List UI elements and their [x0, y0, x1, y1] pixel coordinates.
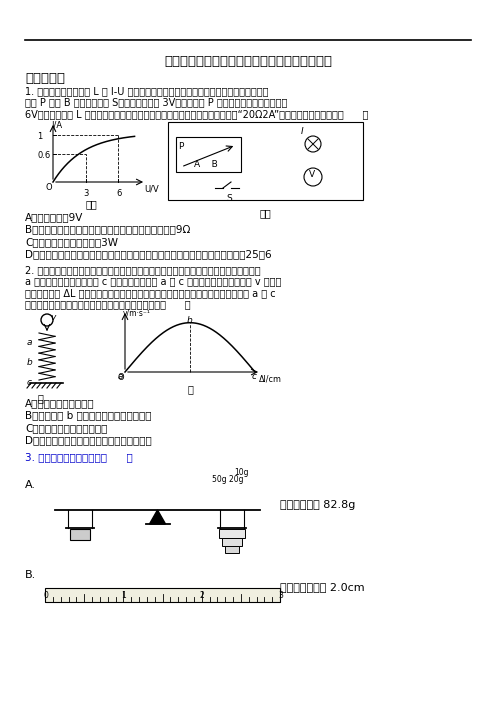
Text: 10g: 10g: [234, 468, 248, 477]
Text: 处的过程中（不计空气阻力），下列说法中正确的是（      ）: 处的过程中（不计空气阻力），下列说法中正确的是（ ）: [25, 300, 190, 310]
Bar: [168, 122, 363, 200]
Text: 3: 3: [84, 189, 89, 198]
Text: v/m·s⁻¹: v/m·s⁻¹: [123, 309, 151, 318]
Bar: [45, 588, 280, 602]
Text: I: I: [301, 127, 304, 136]
Text: 被压缩的长度 ΔL 之间的关系如图乙，且在整个过程中弹簧始终发生弹性形变，则从 a 至 c: 被压缩的长度 ΔL 之间的关系如图乙，且在整个过程中弹簧始终发生弹性形变，则从 …: [25, 288, 276, 298]
Text: 3. 下列工具读数正确的是（      ）: 3. 下列工具读数正确的是（ ）: [25, 452, 133, 462]
Text: 1: 1: [122, 591, 126, 600]
Text: 6V，此时小灯泡 L 刚好正常发光。已知电源电压恒定，滑动变阔器的铭牌标有“20Ω2A”，则下列说法正确的是（      ）: 6V，此时小灯泡 L 刚好正常发光。已知电源电压恒定，滑动变阔器的铭牌标有“20…: [25, 109, 369, 119]
Polygon shape: [149, 510, 166, 524]
Text: v: v: [50, 313, 56, 322]
Text: c: c: [252, 372, 257, 381]
Text: D．在滑动变阔器移动的过程中，电路中消耗的总功率的最大值和最小值之比为25：6: D．在滑动变阔器移动的过程中，电路中消耗的总功率的最大值和最小值之比为25：6: [25, 249, 272, 260]
Text: 单: 单: [37, 393, 43, 403]
Text: 0: 0: [43, 591, 48, 600]
Text: a 处开始接触弹簧，压缩至 c 处时弹簧最短，从 a 至 c 处的过程中，小球的速度 v 和弹簧: a 处开始接触弹簧，压缩至 c 处时弹簧最短，从 a 至 c 处的过程中，小球的…: [25, 277, 281, 286]
Bar: [219, 529, 245, 538]
Text: O: O: [117, 373, 124, 382]
Bar: [70, 529, 90, 540]
Text: 刻度尺的读数是 2.0cm: 刻度尺的读数是 2.0cm: [280, 582, 365, 592]
Text: 甲图: 甲图: [86, 199, 97, 209]
Text: c: c: [27, 378, 32, 387]
Text: V: V: [309, 170, 315, 179]
Text: A.: A.: [25, 480, 36, 490]
Text: D．小球所受的重力始终大于弹簧产生的弹力: D．小球所受的重力始终大于弹簧产生的弹力: [25, 435, 152, 446]
Text: 天平的读数是 82.8g: 天平的读数是 82.8g: [280, 500, 355, 510]
Text: C．弹簧的弹性势能不断增大: C．弹簧的弹性势能不断增大: [25, 423, 107, 433]
Text: 2: 2: [200, 591, 204, 600]
Circle shape: [41, 314, 53, 326]
Text: A．小球的惯性不断减小: A．小球的惯性不断减小: [25, 398, 95, 408]
Text: B．小球到达 b 处时，其所受的合力不为零: B．小球到达 b 处时，其所受的合力不为零: [25, 411, 151, 420]
Text: 1. 如图甲所示是小灯泡 L 的 I-U 图象，把小灯泡接入图乙的电路中，先将滑动变阔器的: 1. 如图甲所示是小灯泡 L 的 I-U 图象，把小灯泡接入图乙的电路中，先将滑…: [25, 86, 268, 96]
Text: 2. 如图甲，小球从某高度处由静止下落到竖直放置的轻质弹簧上并压缩弹簧，已知小球从: 2. 如图甲，小球从某高度处由静止下落到竖直放置的轻质弹簧上并压缩弹簧，已知小球…: [25, 265, 260, 275]
Text: 一、选择题: 一、选择题: [25, 72, 65, 85]
Text: 0.6: 0.6: [37, 151, 50, 160]
Text: 乙图: 乙图: [259, 208, 271, 218]
Text: U/V: U/V: [144, 184, 159, 193]
Text: B.: B.: [25, 570, 36, 580]
Text: O: O: [45, 183, 52, 192]
Text: S: S: [226, 194, 232, 203]
Text: 乙: 乙: [187, 384, 193, 394]
Text: A    B: A B: [194, 160, 218, 169]
Bar: [176, 137, 241, 172]
Text: 1: 1: [37, 133, 42, 141]
Text: 50g 20g: 50g 20g: [212, 475, 244, 484]
Circle shape: [304, 168, 322, 186]
Text: 江苏省江阴一中重点高中提前招生物理试卷答案: 江苏省江阴一中重点高中提前招生物理试卷答案: [164, 55, 332, 68]
Text: Δl/cm: Δl/cm: [259, 374, 282, 383]
Text: a: a: [27, 338, 33, 347]
Text: B．小灯泡正常发光时，滑动变阔器接入电路的电阔为9Ω: B．小灯泡正常发光时，滑动变阔器接入电路的电阔为9Ω: [25, 225, 190, 234]
Text: I/A: I/A: [51, 120, 62, 129]
Bar: [225, 546, 239, 553]
Text: A．电源电压为9V: A．电源电压为9V: [25, 212, 83, 222]
Text: a: a: [118, 372, 124, 381]
Circle shape: [305, 136, 321, 152]
Text: 滑片 P 移至 B 端，闭合开关 S，电压表示数为 3V；再将滑片 P 向左移动直到电压表示数为: 滑片 P 移至 B 端，闭合开关 S，电压表示数为 3V；再将滑片 P 向左移动…: [25, 98, 287, 107]
Text: b: b: [27, 358, 33, 367]
Text: C．小灯泡的额定电功率为3W: C．小灯泡的额定电功率为3W: [25, 237, 118, 247]
Text: 6: 6: [116, 189, 122, 198]
Text: 3: 3: [278, 591, 283, 600]
Bar: [222, 538, 242, 546]
Text: b: b: [187, 316, 193, 325]
Text: P: P: [178, 142, 184, 151]
